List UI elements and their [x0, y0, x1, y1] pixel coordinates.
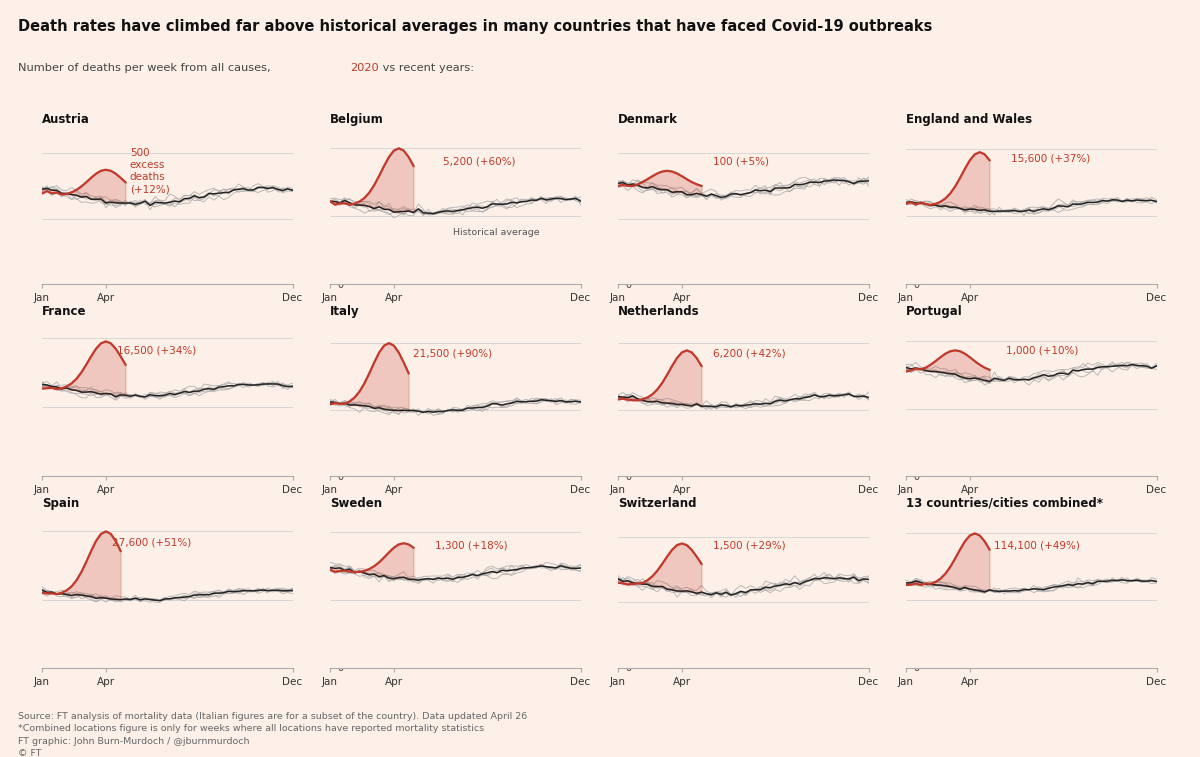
Text: Netherlands: Netherlands: [618, 305, 700, 318]
Text: France: France: [42, 305, 86, 318]
Text: 1,000 (+10%): 1,000 (+10%): [1007, 345, 1079, 355]
Text: 16,500 (+34%): 16,500 (+34%): [118, 345, 197, 355]
Text: vs recent years:: vs recent years:: [379, 63, 474, 73]
Text: 500
excess
deaths
(+12%): 500 excess deaths (+12%): [130, 148, 169, 195]
Text: Source: FT analysis of mortality data (Italian figures are for a subset of the c: Source: FT analysis of mortality data (I…: [18, 712, 527, 757]
Text: 5,200 (+60%): 5,200 (+60%): [443, 157, 515, 167]
Text: Denmark: Denmark: [618, 113, 678, 126]
Text: 1,300 (+18%): 1,300 (+18%): [436, 540, 508, 550]
Text: Death rates have climbed far above historical averages in many countries that ha: Death rates have climbed far above histo…: [18, 19, 932, 34]
Text: 2020: 2020: [350, 63, 379, 73]
Text: Austria: Austria: [42, 113, 90, 126]
Text: Sweden: Sweden: [330, 497, 382, 509]
Text: England and Wales: England and Wales: [906, 113, 1032, 126]
Text: Italy: Italy: [330, 305, 360, 318]
Text: Number of deaths per week from all causes,: Number of deaths per week from all cause…: [18, 63, 275, 73]
Text: Portugal: Portugal: [906, 305, 962, 318]
Text: 15,600 (+37%): 15,600 (+37%): [1012, 154, 1091, 164]
Text: 27,600 (+51%): 27,600 (+51%): [112, 537, 192, 547]
Text: 114,100 (+49%): 114,100 (+49%): [994, 540, 1080, 550]
Text: Switzerland: Switzerland: [618, 497, 696, 509]
Text: Spain: Spain: [42, 497, 79, 509]
Text: Historical average: Historical average: [452, 228, 540, 237]
Text: Belgium: Belgium: [330, 113, 384, 126]
Text: 6,200 (+42%): 6,200 (+42%): [713, 348, 786, 359]
Text: 100 (+5%): 100 (+5%): [713, 157, 769, 167]
Text: 13 countries/cities combined*: 13 countries/cities combined*: [906, 497, 1103, 509]
Text: 1,500 (+29%): 1,500 (+29%): [713, 540, 786, 550]
Text: 21,500 (+90%): 21,500 (+90%): [413, 348, 492, 359]
